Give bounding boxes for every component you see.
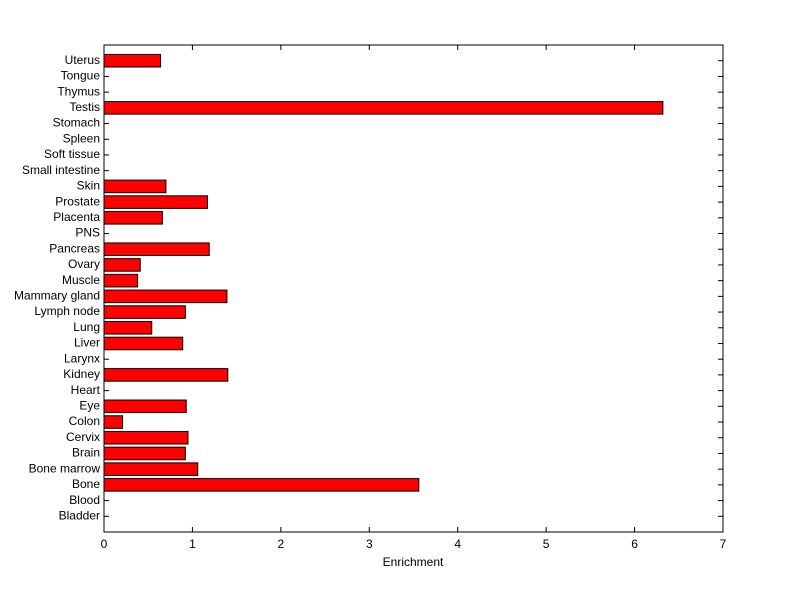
x-tick-label: 6	[631, 537, 638, 551]
y-tick-label: Heart	[71, 383, 101, 397]
y-tick-label: Colon	[69, 414, 100, 428]
bar	[103, 368, 229, 382]
y-tick-label: Eye	[79, 398, 100, 412]
bar	[103, 415, 124, 429]
x-tick-label: 7	[720, 537, 727, 551]
y-tick-label: Pancreas	[49, 241, 100, 255]
y-tick-label: Uterus	[65, 53, 100, 67]
bar	[103, 446, 186, 461]
bar	[103, 258, 141, 272]
y-tick-label: Prostate	[55, 194, 100, 208]
y-tick-label: Thymus	[57, 84, 100, 98]
x-tick-label: 2	[278, 537, 285, 551]
y-tick-label: Bone marrow	[29, 461, 101, 475]
y-tick-label: Lymph node	[34, 304, 100, 318]
bar	[103, 478, 420, 492]
x-tick-label: 4	[454, 537, 461, 551]
x-tick-label: 5	[543, 537, 550, 551]
y-tick-label: Larynx	[64, 351, 100, 365]
plot-area	[103, 44, 724, 533]
y-tick-label: Muscle	[62, 273, 100, 287]
bar	[103, 53, 162, 68]
y-tick-label: Blood	[69, 493, 100, 507]
y-tick-label: Mammary gland	[14, 289, 100, 303]
bar	[103, 179, 167, 194]
y-tick-label: Placenta	[53, 210, 100, 224]
y-tick-label: Bone	[72, 477, 100, 491]
y-tick-label: PNS	[75, 226, 100, 240]
bar	[103, 242, 210, 257]
y-tick-label: Skin	[77, 179, 100, 193]
y-tick-label: Cervix	[66, 430, 100, 444]
y-tick-label: Brain	[72, 446, 100, 460]
y-tick-label: Tongue	[61, 69, 101, 83]
y-tick-label: Small intestine	[22, 163, 100, 177]
y-tick-label: Ovary	[68, 257, 100, 271]
bar	[103, 336, 184, 351]
x-tick-label: 1	[189, 537, 196, 551]
y-tick-label: Testis	[69, 100, 100, 114]
y-tick-label: Lung	[73, 320, 100, 334]
y-tick-label: Bladder	[59, 508, 100, 522]
bar	[103, 320, 153, 335]
y-tick-label: Spleen	[63, 131, 100, 145]
bar	[103, 273, 139, 288]
y-tick-label: Liver	[74, 336, 100, 350]
bar	[103, 289, 228, 304]
bar	[103, 399, 187, 414]
x-axis-label: Enrichment	[383, 555, 444, 569]
bar	[103, 195, 208, 209]
bar	[103, 462, 199, 476]
y-tick-label: Soft tissue	[44, 147, 100, 161]
y-tick-label: Kidney	[63, 367, 100, 381]
x-tick-label: 0	[101, 537, 108, 551]
bar	[103, 305, 186, 319]
bar	[103, 101, 664, 115]
x-tick-label: 3	[366, 537, 373, 551]
bar	[103, 430, 189, 445]
y-tick-label: Stomach	[53, 116, 100, 130]
bar	[103, 211, 163, 225]
